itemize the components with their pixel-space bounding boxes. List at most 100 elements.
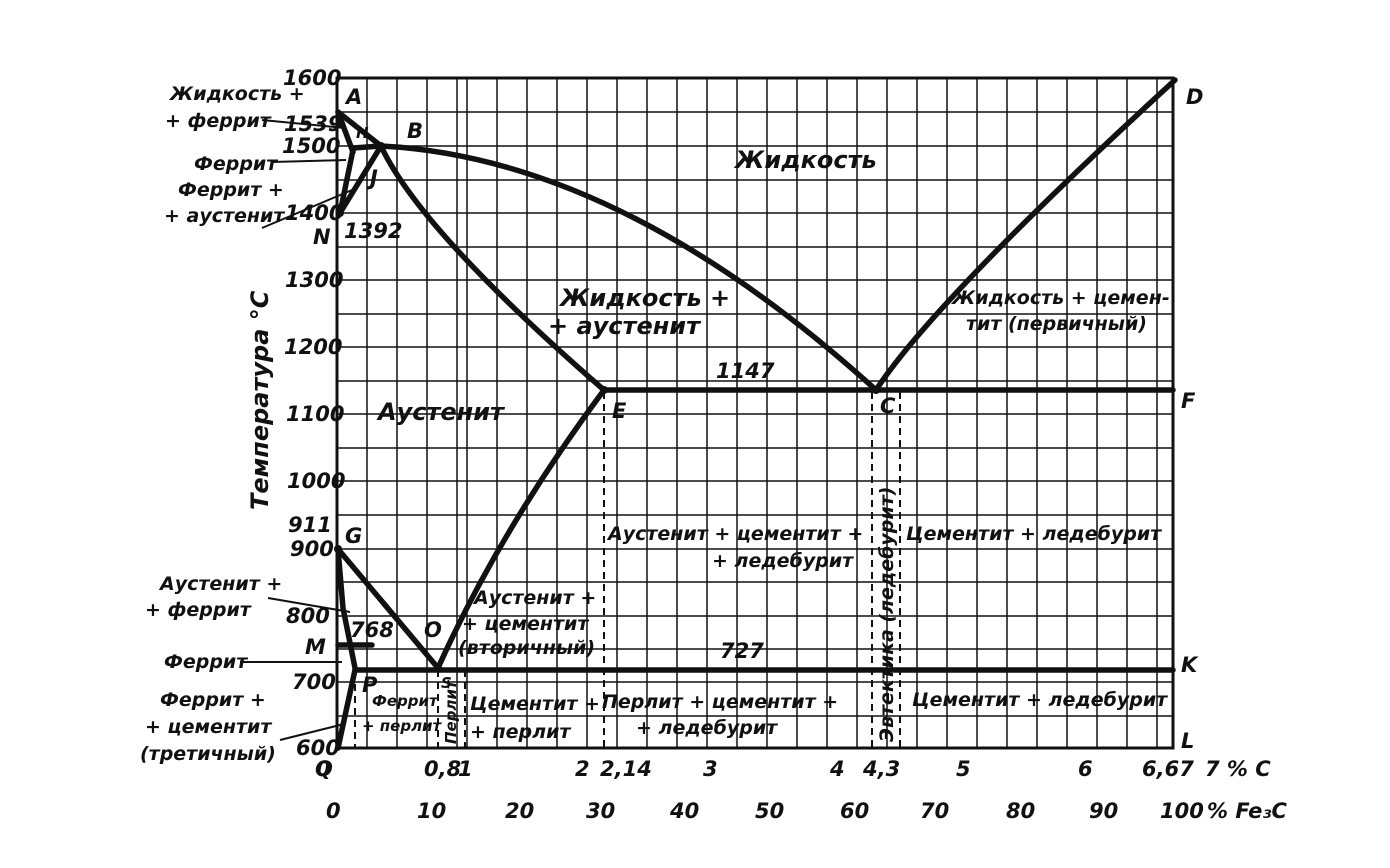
region-pearlite-vertical: Перлит (442, 679, 460, 744)
x-tick-labels-carbon: 0 0,81 2 2,14 3 4 4,3 5 6 6,67 (316, 757, 1194, 781)
dashed-verticals (354, 392, 901, 748)
y-tick-label: 1100 (286, 402, 344, 426)
region-liq-aust-2: + аустенит (548, 312, 702, 340)
x-tick-label-carbon: 5 (956, 757, 971, 781)
y-axis-title: Температура °C (246, 290, 274, 510)
region-cem-led-bottom: Цементит + ледебурит (912, 689, 1168, 711)
region-liq-cem-1: Жидкость + цемен- (950, 287, 1170, 309)
point-s: S (441, 674, 452, 692)
region-aust-cem-led-2: + ледебурит (712, 550, 854, 572)
label-ferrite-aust-2: + аустенит (164, 205, 285, 227)
region-aust-cem2-2: + цементит (462, 613, 589, 635)
label-aust-ferrite-2: + феррит (145, 599, 252, 621)
junction-dots (334, 142, 880, 672)
label-aust-ferrite-1: Аустенит + (158, 573, 282, 595)
point-m: M (305, 635, 326, 659)
liquidus-abc (335, 109, 879, 393)
point-g: G (345, 524, 362, 548)
x-tick-label-fe3c: 40 (669, 799, 699, 823)
x-tick-label-fe3c: 0 (326, 799, 341, 823)
temp-768: 768 (350, 618, 394, 642)
liquidus-cd (873, 77, 1178, 393)
line-gp (335, 546, 358, 671)
region-eutectic-vertical: Эвтектика (ледебурит) (876, 487, 898, 742)
y-tick-label: 900 (290, 537, 334, 561)
label-liq-ferrite-2: + феррит (165, 110, 272, 132)
x-tick-label-carbon: 2 (575, 757, 590, 781)
label-ferrite-low: Феррит (164, 651, 248, 673)
leader-aust-ferrite (267, 597, 351, 613)
x-tick-label-fe3c: 50 (755, 799, 784, 823)
y-tick-label: 600 (296, 736, 340, 760)
y-tick-label: 1200 (284, 335, 342, 359)
region-ferrite-pearlite-2: + перлит (362, 717, 443, 735)
x-tick-label-fe3c: 80 (1006, 799, 1035, 823)
x-tick-label-fe3c: 100 (1160, 799, 1204, 823)
x-unit-fe3c: % Fe₃C (1207, 799, 1288, 823)
point-d: D (1186, 85, 1203, 109)
x-tick-label-fe3c: 10 (417, 799, 446, 823)
point-k: K (1181, 653, 1199, 677)
side-labels: Жидкость + + феррит Феррит Феррит + + ау… (140, 83, 305, 765)
label-liq-ferrite-1: Жидкость + (168, 83, 305, 105)
region-aust-cem2-1: Аустенит + (472, 587, 596, 609)
region-pearl-cem-led-2: + ледебурит (636, 717, 778, 739)
point-n: N (313, 225, 331, 249)
region-liq-aust-1: Жидкость + (558, 284, 730, 312)
x-tick-label-carbon: 2,14 (600, 757, 652, 781)
region-cem-pearlite-2: + перлит (470, 721, 571, 743)
region-liquid: Жидкость (733, 146, 877, 174)
x-tick-labels-fe3c: 0 10 20 30 40 50 60 70 80 90 100 (326, 799, 1204, 823)
line-je (378, 143, 607, 393)
label-ferrite-cem-1: Феррит + (160, 689, 266, 711)
x-tick-label-fe3c: 70 (920, 799, 949, 823)
y-tick-label: 1500 (282, 134, 340, 158)
line-gs (335, 546, 441, 671)
line-pq (335, 667, 358, 751)
region-cem-led-top: Цементит + ледебурит (906, 523, 1162, 545)
temp-911: 911 (288, 513, 332, 537)
x-tick-label-carbon: 0,8 (424, 757, 461, 781)
grid-lines (337, 77, 1173, 748)
point-h: H (356, 124, 369, 142)
temp-727: 727 (720, 639, 764, 663)
x-tick-label-carbon: 3 (703, 757, 718, 781)
point-f: F (1181, 389, 1196, 413)
point-c: C (880, 394, 896, 418)
region-ferrite-pearlite-1: Феррит (372, 692, 439, 710)
line-hn (337, 147, 356, 216)
region-austenite: Аустенит (376, 398, 506, 426)
temp-1147: 1147 (716, 359, 775, 383)
x-tick-label-carbon: 6 (1078, 757, 1093, 781)
x-tick-label-carbon: 4 (829, 757, 845, 781)
x-tick-label-fe3c: 60 (840, 799, 869, 823)
x-tick-label-fe3c: 90 (1089, 799, 1118, 823)
point-o: O (424, 618, 442, 642)
leader-ferrite-top (271, 159, 347, 163)
solidus-ah (335, 109, 356, 155)
point-e: E (612, 399, 627, 423)
point-p: P (362, 673, 378, 697)
point-l: L (1181, 729, 1194, 753)
peritectic-line-hjb (350, 143, 384, 151)
x-tick-label-carbon: 0 (316, 757, 331, 781)
leader-liq-ferrite (261, 119, 346, 129)
point-letters: A H B J N D E C F G O M S P K L Q (305, 85, 1203, 781)
leader-lines (240, 119, 353, 741)
y-tick-label: 1300 (285, 268, 343, 292)
leader-ferrite-cem (279, 723, 345, 741)
point-a: A (344, 85, 362, 109)
region-liq-cem-2: тит (первичный) (966, 313, 1147, 335)
label-ferrite-aust-1: Феррит + (178, 179, 284, 201)
region-aust-cem2-3: (вторичный) (458, 637, 595, 659)
x-tick-label-fe3c: 20 (505, 799, 534, 823)
x-tick-label-carbon: 6,67 (1142, 757, 1194, 781)
region-cem-pearlite-1: Цементит + (470, 693, 600, 715)
point-b: B (407, 119, 423, 143)
y-tick-label: 1600 (283, 66, 341, 90)
y-tick-label: 1000 (287, 469, 345, 493)
y-tick-label: 700 (292, 670, 336, 694)
x-tick-label-carbon: 1 (458, 757, 473, 781)
